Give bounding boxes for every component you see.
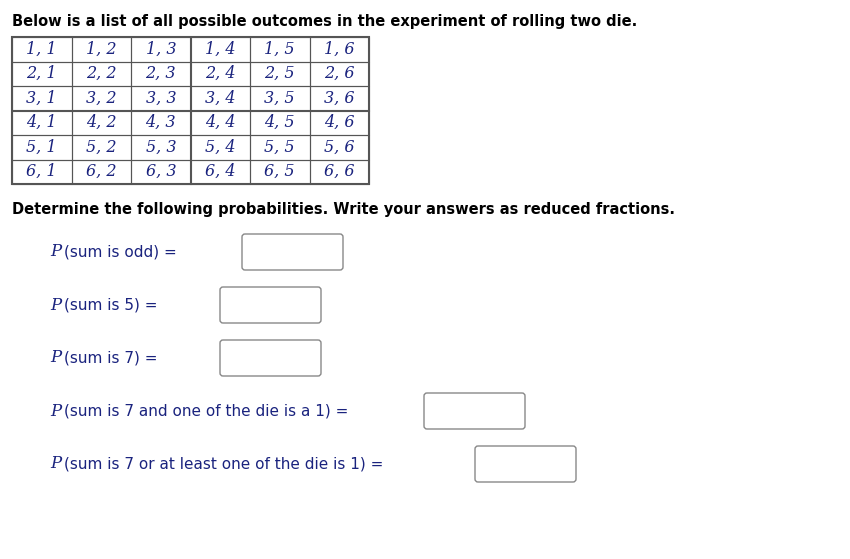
Text: (sum is 5) =: (sum is 5) = [64,297,157,312]
Text: 3, 2: 3, 2 [86,90,116,107]
Text: 5, 6: 5, 6 [324,139,354,156]
Text: 3, 6: 3, 6 [324,90,354,107]
Bar [250,61,309,86]
Bar [190,86,250,111]
Text: 3, 5: 3, 5 [264,90,295,107]
Text: 5, 1: 5, 1 [26,139,57,156]
Bar [12,86,71,111]
Bar [71,61,131,86]
Text: 6, 1: 6, 1 [26,163,57,180]
Text: P: P [50,456,61,472]
Bar [309,135,369,159]
Bar [190,135,250,159]
Bar [12,135,71,159]
Bar [309,159,369,184]
Bar [12,37,71,61]
Text: 1, 1: 1, 1 [26,41,57,58]
Bar [190,61,250,86]
Bar [131,111,190,135]
Text: 6, 6: 6, 6 [324,163,354,180]
Text: 4, 1: 4, 1 [26,114,57,131]
Text: 4, 5: 4, 5 [264,114,295,131]
Text: 5, 5: 5, 5 [264,139,295,156]
Text: 1, 2: 1, 2 [86,41,116,58]
Bar [309,86,369,111]
Bar [12,61,71,86]
Text: 3, 4: 3, 4 [205,90,235,107]
Bar [190,159,250,184]
Text: 2, 5: 2, 5 [264,65,295,82]
Text: 5, 4: 5, 4 [205,139,235,156]
Text: 6, 2: 6, 2 [86,163,116,180]
Text: 2, 6: 2, 6 [324,65,354,82]
Text: 1, 4: 1, 4 [205,41,235,58]
Bar [71,37,131,61]
Text: 2, 2: 2, 2 [86,65,116,82]
Bar [131,135,190,159]
Bar [309,61,369,86]
Bar [71,111,131,135]
Text: 2, 3: 2, 3 [145,65,176,82]
Bar [250,86,309,111]
Text: 6, 4: 6, 4 [205,163,235,180]
Text: P: P [50,349,61,367]
Bar [190,111,250,135]
Bar [71,159,131,184]
Text: (sum is 7 and one of the die is a 1) =: (sum is 7 and one of the die is a 1) = [64,404,348,419]
Bar [12,37,369,184]
Text: (sum is odd) =: (sum is odd) = [64,244,177,259]
Text: 4, 6: 4, 6 [324,114,354,131]
Text: 4, 4: 4, 4 [205,114,235,131]
Text: Below is a list of all possible outcomes in the experiment of rolling two die.: Below is a list of all possible outcomes… [12,14,638,29]
Bar [250,111,309,135]
Text: 2, 1: 2, 1 [26,65,57,82]
Bar [71,135,131,159]
Bar [250,37,309,61]
Text: 5, 3: 5, 3 [145,139,176,156]
Text: (sum is 7) =: (sum is 7) = [64,350,157,366]
Text: 3, 3: 3, 3 [145,90,176,107]
Bar [12,159,71,184]
Bar [250,159,309,184]
Text: 6, 3: 6, 3 [145,163,176,180]
Bar [190,37,250,61]
Text: 2, 4: 2, 4 [205,65,235,82]
Text: Determine the following probabilities. Write your answers as reduced fractions.: Determine the following probabilities. W… [12,202,675,217]
Text: P: P [50,244,61,260]
Bar [131,61,190,86]
Text: 1, 5: 1, 5 [264,41,295,58]
Bar [131,159,190,184]
Bar [309,37,369,61]
Bar [71,86,131,111]
Text: 4, 3: 4, 3 [145,114,176,131]
Text: P: P [50,296,61,314]
Bar [12,111,71,135]
Text: 4, 2: 4, 2 [86,114,116,131]
Text: 5, 2: 5, 2 [86,139,116,156]
Text: 1, 3: 1, 3 [145,41,176,58]
Bar [131,86,190,111]
Text: 6, 5: 6, 5 [264,163,295,180]
Bar [131,37,190,61]
Text: (sum is 7 or at least one of the die is 1) =: (sum is 7 or at least one of the die is … [64,457,383,471]
Bar [250,135,309,159]
Text: 3, 1: 3, 1 [26,90,57,107]
Text: P: P [50,402,61,419]
Text: 1, 6: 1, 6 [324,41,354,58]
Bar [309,111,369,135]
